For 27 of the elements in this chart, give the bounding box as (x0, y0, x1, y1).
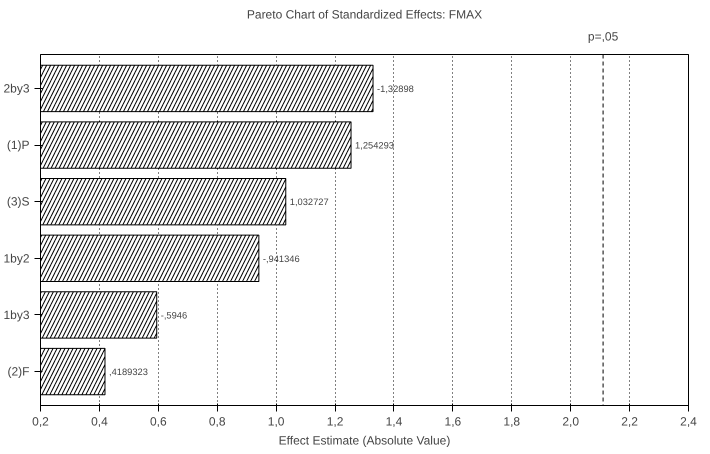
x-tick-label: 1,2 (326, 414, 344, 428)
annotation: 1,254293 (355, 140, 394, 151)
x-tick-label: 1,0 (268, 414, 285, 428)
x-tick-label: 2,2 (621, 414, 638, 428)
y-tick-label: (2)F (8, 364, 30, 379)
annotation: 1,032727 (290, 197, 329, 208)
annotation: -1,32898 (377, 84, 414, 94)
y-tick-label: 2by3 (3, 81, 30, 96)
ref-line-label: p=,05 (588, 30, 619, 44)
x-tick-label: 1,4 (386, 414, 403, 428)
x-tick-label: 2,4 (680, 414, 698, 428)
annotation: -,941346 (262, 254, 300, 264)
y-tick-label: 1by2 (3, 251, 30, 266)
x-tick-label: 1,6 (444, 414, 462, 428)
x-tick-label: 0,8 (208, 414, 226, 428)
annotation: ,4189323 (108, 367, 148, 378)
x-tick-label: 0,6 (150, 414, 167, 428)
annotation: -,5946 (160, 310, 188, 320)
y-tick-label: (1)P (6, 138, 30, 152)
x-tick-label: 1,8 (503, 414, 520, 428)
chart-title: Pareto Chart of Standardized Effects: FMAX (246, 8, 482, 22)
x-axis-title: Effect Estimate (Absolute Value) (278, 434, 450, 448)
y-tick-label: (3)S (6, 194, 30, 209)
y-tick-label: 1by3 (3, 308, 30, 322)
x-tick-label: 0,4 (91, 414, 108, 428)
x-tick-label: 0,2 (32, 414, 50, 428)
x-tick-label: 2,0 (562, 414, 580, 428)
